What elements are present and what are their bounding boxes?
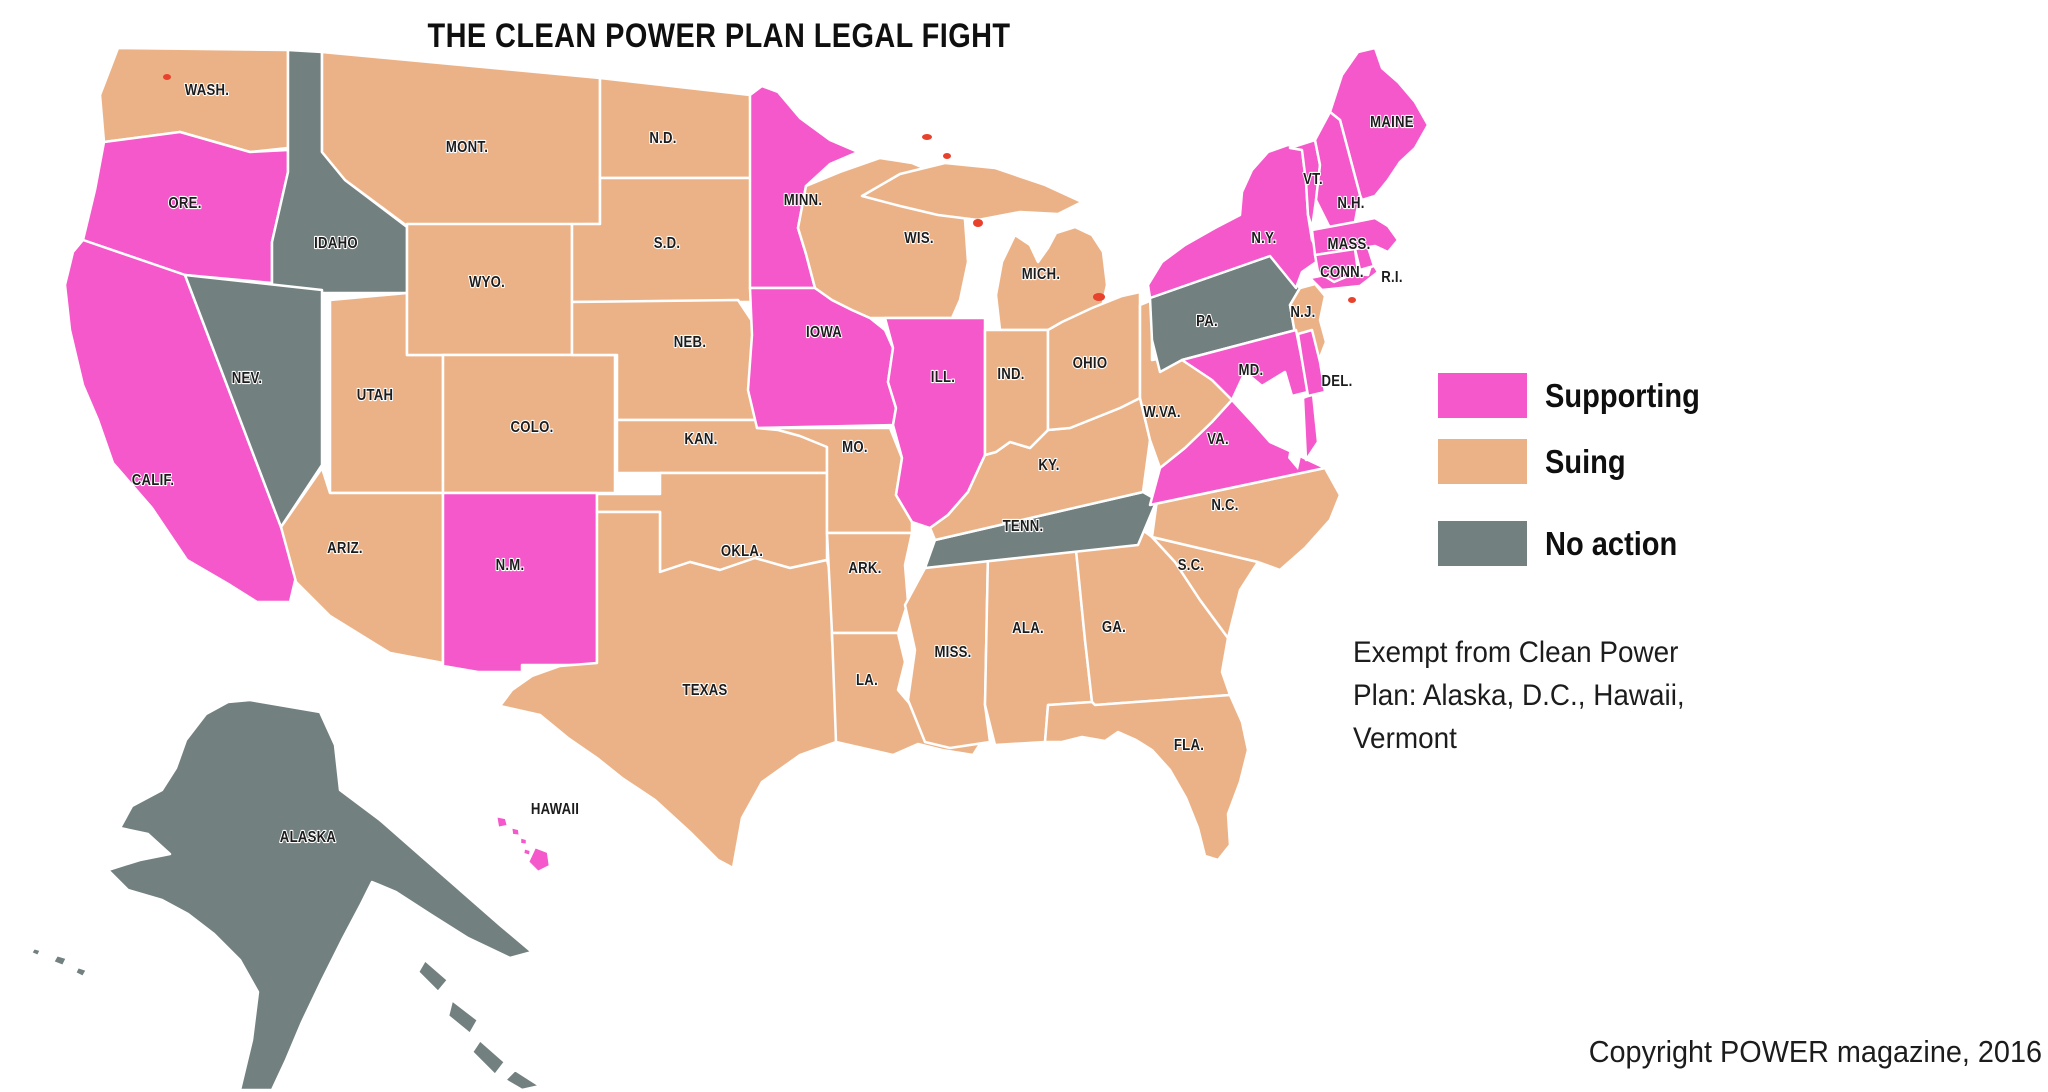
legend-label-supporting: Supporting [1545, 377, 1700, 414]
state-label-vt: VT. [1303, 171, 1323, 188]
map-artifact-dot [1093, 293, 1105, 301]
state-label-ri: R.I. [1381, 269, 1403, 286]
state-label-wash: WASH. [185, 82, 229, 99]
state-label-wva: W.VA. [1143, 404, 1181, 421]
state-ind [983, 328, 1050, 457]
state-label-colo: COLO. [511, 419, 554, 436]
legend-label-no_action: No action [1545, 525, 1677, 562]
state-label-tenn: TENN. [1003, 518, 1044, 535]
state-label-neb: NEB. [674, 334, 706, 351]
state-label-ill: ILL. [931, 369, 955, 386]
map-artifact-dot [163, 74, 171, 80]
state-nh [1313, 110, 1362, 230]
exempt-note-line-3: Vermont [1353, 722, 1457, 755]
chesapeake-bay-water [1286, 396, 1305, 470]
exempt-note-line-2: Plan: Alaska, D.C., Hawaii, [1353, 679, 1685, 712]
state-label-utah: UTAH [357, 387, 394, 404]
state-label-ore: ORE. [168, 195, 201, 212]
state-ri [1353, 245, 1376, 272]
state-label-fla: FLA. [1174, 737, 1204, 754]
state-label-ohio: OHIO [1073, 355, 1108, 372]
state-fla [1043, 693, 1250, 862]
state-del [1296, 328, 1327, 398]
state-label-ark: ARK. [848, 560, 881, 577]
state-label-ny: N.Y. [1251, 230, 1276, 247]
legend-swatch-no_action [1438, 521, 1527, 566]
state-texas [498, 510, 840, 870]
map-title: THE CLEAN POWER PLAN LEGAL FIGHT [428, 16, 1011, 55]
state-label-va: VA. [1207, 431, 1229, 448]
state-label-miss: MISS. [934, 644, 971, 661]
map-artifact-dots [163, 74, 1356, 303]
state-label-nev: NEV. [232, 370, 263, 387]
state-label-nh: N.H. [1337, 195, 1364, 212]
state-nev [183, 273, 324, 529]
state-label-calif: CALIF. [132, 472, 174, 489]
state-nc [1148, 466, 1342, 572]
state-nm [441, 491, 599, 674]
map-artifact-dot [1348, 297, 1356, 303]
state-label-okla: OKLA. [721, 543, 763, 560]
state-label-nm: N.M. [496, 557, 525, 574]
state-label-mich: MICH. [1022, 266, 1061, 283]
state-alaska [29, 698, 542, 1092]
state-label-conn: CONN. [1320, 264, 1364, 281]
state-label-wis: WIS. [904, 230, 934, 247]
state-label-md: MD. [1239, 362, 1264, 379]
state-label-iowa: IOWA [806, 324, 842, 341]
state-label-nc: N.C. [1211, 497, 1238, 514]
legend-swatch-supporting [1438, 373, 1527, 418]
states-layer [29, 46, 1430, 1092]
exempt-note-line-1: Exempt from Clean Power [1353, 636, 1679, 669]
copyright-text: Copyright POWER magazine, 2016 [1589, 1035, 2042, 1069]
state-label-sc: S.C. [1178, 557, 1205, 574]
state-label-hawaii: HAWAII [531, 801, 579, 818]
state-label-kan: KAN. [684, 431, 717, 448]
state-label-ariz: ARIZ. [327, 540, 363, 557]
legend-swatch-suing [1438, 439, 1527, 484]
state-nd [598, 76, 755, 180]
state-label-nd: N.D. [649, 130, 676, 147]
state-label-wyo: WYO. [469, 274, 505, 291]
map-artifact-dot [922, 134, 932, 140]
state-label-del: DEL. [1321, 373, 1352, 390]
legend-label-suing: Suing [1545, 443, 1626, 480]
state-label-ala: ALA. [1012, 620, 1044, 637]
state-labels-layer: WASH. ORE. CALIF. IDAHO NEV. UTAH ARIZ. MONT. WY… [131, 81, 1415, 847]
state-label-alaska: ALASKA [280, 829, 336, 846]
state-hawaii [494, 814, 552, 874]
state-label-mont: MONT. [446, 139, 488, 156]
state-conn [1313, 247, 1360, 284]
state-label-ind: IND. [997, 366, 1024, 383]
state-label-minn: MINN. [784, 192, 823, 209]
state-label-sd: S.D. [654, 235, 681, 252]
state-label-nj: N.J. [1290, 304, 1315, 321]
legend: Supporting Suing No action [1438, 373, 1700, 566]
state-label-mass: MASS. [1328, 236, 1371, 253]
map-artifact-dot [943, 153, 951, 159]
state-label-maine: MAINE [1370, 114, 1414, 131]
state-label-mo: MO. [842, 439, 868, 456]
state-label-pa: PA. [1196, 313, 1218, 330]
state-ga [1073, 526, 1232, 707]
state-label-idaho: IDAHO [314, 235, 358, 252]
state-label-ky: KY. [1038, 457, 1059, 474]
annotations-layer: THE CLEAN POWER PLAN LEGAL FIGHT Exempt f… [428, 16, 2042, 1069]
state-ariz [279, 466, 445, 665]
state-label-la: LA. [856, 672, 878, 689]
state-label-ga: GA. [1102, 619, 1126, 636]
state-label-texas: TEXAS [682, 682, 727, 699]
state-ark [825, 531, 914, 635]
map-artifact-dot [973, 219, 983, 227]
